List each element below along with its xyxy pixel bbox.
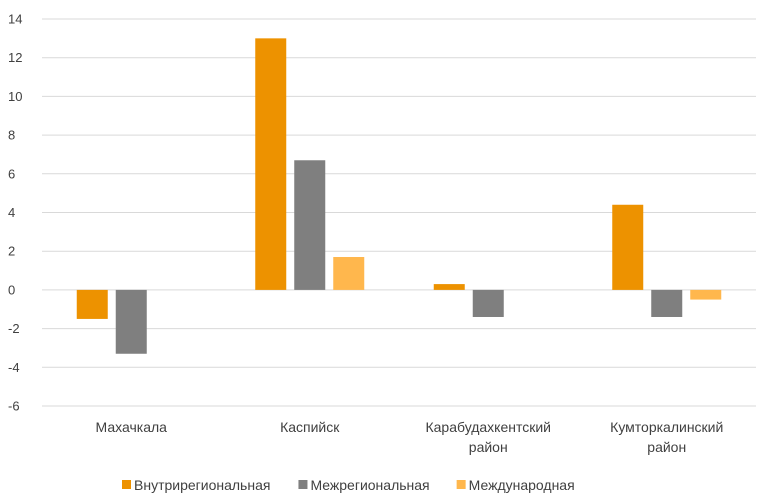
gridlines [42, 18, 756, 407]
legend: Внутрирегиональная Межрегиональная Междуна… [122, 477, 575, 493]
legend-swatch [298, 480, 308, 489]
legend-label: Межрегиональная [310, 477, 429, 493]
x-tick-label: Махачкала [96, 419, 168, 435]
x-tick-label: Карабудахкентский [425, 419, 551, 435]
y-tick-label: -4 [8, 360, 20, 375]
x-tick-label: район [647, 439, 686, 455]
x-tick-label: Кумторкалинский [610, 419, 723, 435]
y-tick-label: 0 [8, 282, 15, 297]
y-tick-label: -6 [8, 399, 20, 414]
bar [651, 289, 683, 317]
y-tick-label: -2 [8, 321, 20, 336]
bar [333, 257, 365, 290]
y-tick-label: 4 [8, 205, 15, 220]
bar [433, 284, 465, 290]
y-tick-label: 2 [8, 244, 15, 259]
bar [612, 204, 644, 290]
y-tick-label: 12 [8, 50, 22, 65]
bar [255, 38, 287, 290]
y-tick-label: 10 [8, 89, 22, 104]
legend-label: Международная [469, 477, 575, 493]
legend-swatch [122, 480, 131, 489]
bar [472, 289, 504, 317]
bar [294, 160, 326, 290]
y-tick-label: 14 [8, 12, 22, 27]
y-tick-label: 8 [8, 128, 15, 143]
bar [76, 289, 108, 319]
bar [690, 289, 722, 300]
bar [115, 289, 147, 354]
x-tick-label: Каспийск [280, 419, 340, 435]
bars [76, 38, 722, 354]
x-tick-label: район [469, 439, 508, 455]
legend-label: Внутрирегиональная [134, 477, 270, 493]
x-axis-labels: Махачкала Каспийск Карабудахкентский район К… [96, 419, 724, 455]
y-tick-label: 6 [8, 166, 15, 181]
y-axis-ticks: -6 -4 -2 0 2 4 6 8 10 12 14 [8, 12, 22, 414]
legend-swatch [456, 480, 466, 489]
